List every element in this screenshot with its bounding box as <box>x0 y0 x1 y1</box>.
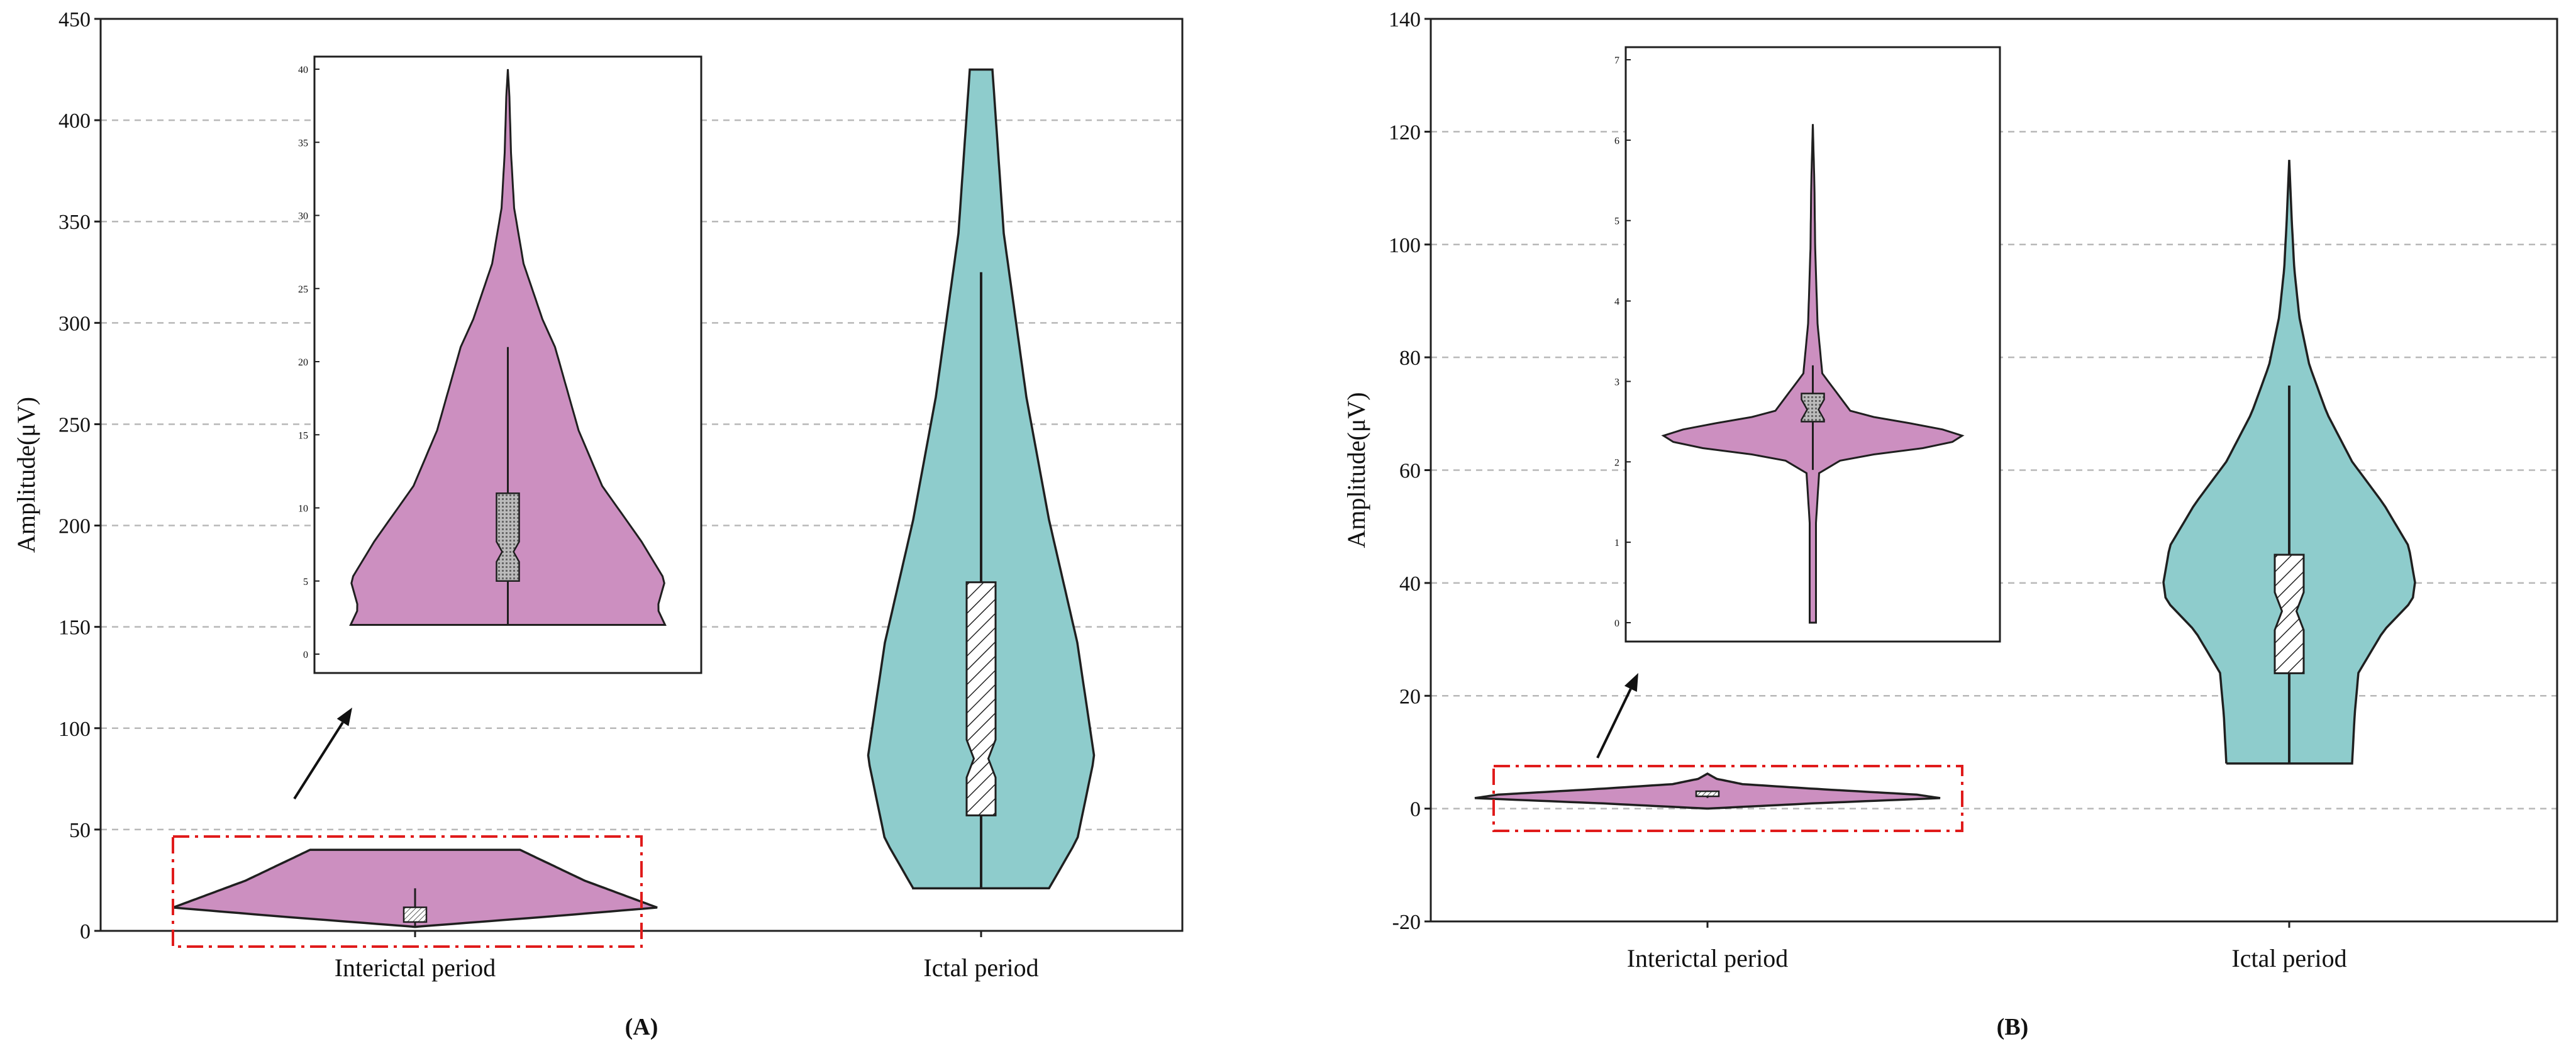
inset-y-tick-label: 10 <box>298 504 308 514</box>
highlight-box <box>1492 765 1963 832</box>
inset-y-tick-label: 5 <box>303 577 308 587</box>
inset-y-tick-label: 4 <box>1614 297 1619 308</box>
box-plot <box>965 581 997 816</box>
x-category-label: Interictal period <box>1627 944 1789 972</box>
inset-y-tick-label: 1 <box>1614 538 1619 548</box>
x-category-label: Ictal period <box>2231 944 2346 972</box>
inset-y-tick-label: 25 <box>298 284 308 295</box>
inset: 0 1 2 3 4 5 6 7 <box>1614 46 2001 643</box>
box-plot <box>1695 790 1720 798</box>
inset-y-tick-label: 35 <box>298 138 308 148</box>
y-tick-label: 150 <box>58 616 91 640</box>
y-tick-label: 80 <box>1399 347 1421 370</box>
highlight-box <box>172 835 643 948</box>
inset-y-tick-label: 40 <box>298 65 308 75</box>
y-tick-label: 300 <box>58 312 91 335</box>
zoom-arrow-head <box>1624 673 1638 692</box>
y-tick-label: 250 <box>58 413 91 437</box>
box-plot <box>2273 553 2305 674</box>
inset-y-tick-label: 3 <box>1614 377 1619 387</box>
x-category-labels: Interictal period Ictal period <box>335 931 1039 982</box>
y-tick-labels: -20 0 20 40 60 80 100 120 140 <box>1389 8 1431 934</box>
zoom-arrow <box>293 721 344 800</box>
panel-label: (A) <box>625 1014 658 1040</box>
y-tick-label: 100 <box>1389 234 1421 257</box>
inset-y-tick-label: 5 <box>1614 216 1619 227</box>
y-axis-label: Amplitude(μV) <box>12 397 40 553</box>
y-tick-label: 0 <box>80 920 91 943</box>
y-tick-label: 200 <box>58 515 91 538</box>
inset-y-tick-label: 2 <box>1614 457 1619 468</box>
inset-y-tick-label: 20 <box>298 357 308 368</box>
x-category-labels: Interictal period Ictal period <box>1627 921 2347 972</box>
x-category-label: Interictal period <box>335 954 496 982</box>
inset-y-tick-label: 15 <box>298 430 308 441</box>
inset: 0 5 10 15 20 25 30 35 40 <box>298 55 702 674</box>
y-tick-label: 400 <box>58 109 91 133</box>
y-tick-label: 120 <box>1389 121 1421 144</box>
violins <box>172 68 1096 928</box>
x-category-label: Ictal period <box>923 954 1038 982</box>
box-plot <box>402 906 428 923</box>
zoom-arrow-head <box>336 708 352 726</box>
y-tick-labels: 0 50 100 150 200 250 300 350 400 450 <box>58 8 101 943</box>
y-tick-label: 50 <box>69 819 91 842</box>
inset-box-plot <box>496 492 520 582</box>
y-tick-label: 0 <box>1410 798 1421 821</box>
y-tick-label: 100 <box>58 718 91 741</box>
y-tick-label: -20 <box>1392 911 1421 934</box>
inset-y-tick-label: 0 <box>1614 618 1619 629</box>
y-tick-label: 140 <box>1389 8 1421 31</box>
inset-y-tick-label: 7 <box>1614 55 1619 66</box>
inset-box-plot <box>1801 392 1825 423</box>
y-axis-label: Amplitude(μV) <box>1342 392 1370 548</box>
panel-label: (B) <box>1997 1014 2029 1040</box>
y-tick-label: 20 <box>1399 685 1421 708</box>
inset-y-tick-label: 6 <box>1614 136 1619 147</box>
y-tick-label: 350 <box>58 211 91 234</box>
y-tick-label: 450 <box>58 8 91 31</box>
violins <box>1474 160 2416 810</box>
y-tick-label: 40 <box>1399 572 1421 596</box>
inset-y-tick-label: 30 <box>298 211 308 222</box>
y-tick-label: 60 <box>1399 460 1421 483</box>
zoom-arrow <box>1596 688 1632 759</box>
inset-y-tick-label: 0 <box>303 650 308 660</box>
